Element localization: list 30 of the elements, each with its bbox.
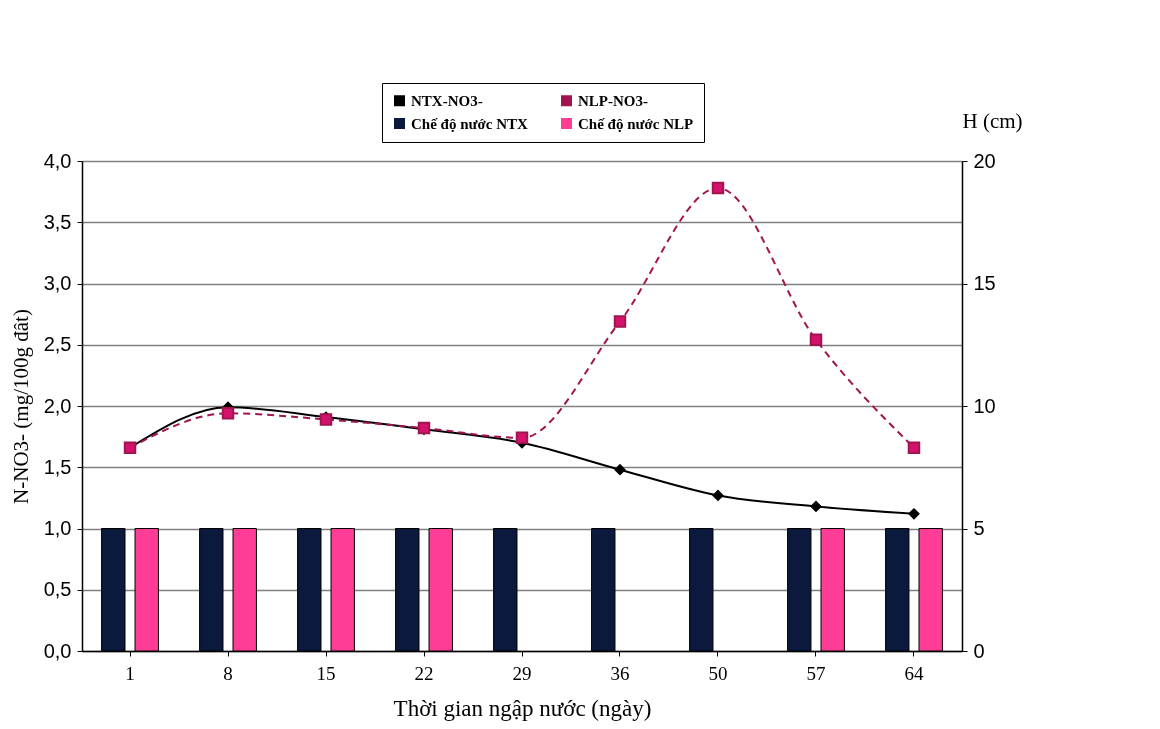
y-tick-label: 0,0: [43, 639, 72, 662]
legend-label: Chế độ nước NTX: [411, 115, 529, 132]
y-axis-title: N-NO3- (mg/100g đât): [8, 309, 33, 504]
x-tick-label: 22: [414, 662, 434, 684]
y-tick-label: 1,5: [43, 455, 72, 478]
y2-axis-title: H (cm): [962, 108, 1023, 133]
y-tick-label: 3,0: [43, 272, 72, 294]
y-tick-label: 1,0: [43, 517, 72, 539]
x-tick-label: 36: [610, 662, 630, 684]
y2-tick-label: 5: [973, 517, 985, 539]
x-tick-label: 1: [125, 662, 135, 684]
y-tick-label: 3,5: [43, 210, 72, 233]
y2-tick-label: 15: [973, 272, 996, 294]
y2-tick-label: 20: [973, 149, 996, 172]
legend-label: Chế độ nước NLP: [578, 115, 694, 132]
x-tick-label: 15: [316, 662, 336, 684]
x-tick-label: 29: [512, 662, 532, 684]
y2-tick-label: 0: [973, 639, 985, 662]
x-tick-label: 50: [708, 662, 728, 684]
x-tick-label: 8: [223, 662, 233, 684]
x-tick-label: 64: [904, 662, 924, 684]
legend-label: NTX-NO3-: [411, 92, 483, 109]
y-tick-label: 2,0: [43, 394, 72, 417]
legend-label: NLP-NO3-: [578, 92, 648, 109]
x-tick-label: 57: [806, 662, 826, 684]
y-tick-label: 0,5: [43, 578, 72, 601]
x-axis-title: Thời gian ngập nước (ngày): [393, 695, 652, 721]
y-tick-label: 4,0: [43, 149, 72, 172]
y-tick-label: 2,5: [43, 333, 72, 356]
y2-tick-label: 10: [973, 394, 996, 417]
